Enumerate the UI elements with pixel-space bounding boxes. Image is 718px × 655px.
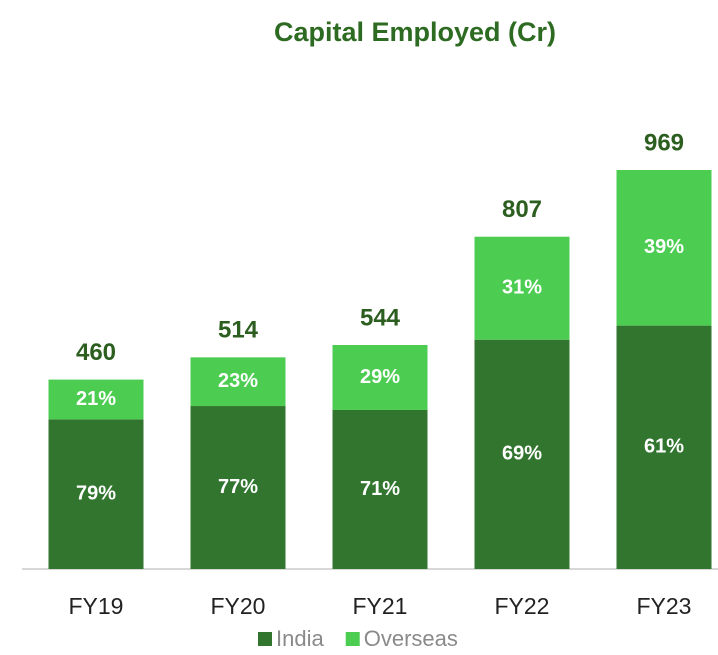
bar-segment — [48, 419, 144, 569]
bar-segment — [190, 406, 286, 569]
x-tick-label: FY21 — [353, 593, 408, 619]
x-tick-label: FY20 — [211, 593, 266, 619]
total-label: 514 — [218, 317, 259, 344]
chart-title: Capital Employed (Cr) — [274, 17, 556, 47]
x-tick-label: FY23 — [637, 593, 692, 619]
segment-label: 31% — [502, 276, 542, 298]
x-tick-label: FY22 — [495, 593, 550, 619]
legend-swatch — [258, 632, 272, 646]
total-label: 544 — [360, 304, 401, 331]
bar-segment — [474, 339, 570, 569]
segment-label: 77% — [218, 476, 258, 498]
segment-label: 71% — [360, 478, 400, 500]
bar-segment — [190, 357, 286, 407]
segment-label: 69% — [502, 443, 542, 465]
legend-label: Overseas — [364, 626, 458, 651]
bar-segment — [616, 325, 712, 569]
x-tick-label: FY19 — [69, 593, 124, 619]
total-label: 460 — [76, 339, 116, 366]
bar-segment — [332, 409, 428, 569]
bar-segment — [474, 236, 570, 340]
bar-segment — [332, 345, 428, 410]
segment-label: 61% — [644, 436, 684, 458]
legend-swatch — [345, 632, 360, 646]
segment-label: 39% — [644, 236, 684, 258]
bar-segment — [616, 170, 712, 326]
segment-label: 21% — [76, 388, 116, 410]
segment-label: 23% — [218, 370, 258, 392]
bar-segment — [48, 379, 144, 420]
total-label: 969 — [644, 129, 684, 156]
total-label: 807 — [502, 196, 542, 223]
segment-label: 29% — [360, 366, 400, 388]
legend-label: India — [276, 626, 324, 651]
segment-label: 79% — [76, 482, 116, 504]
